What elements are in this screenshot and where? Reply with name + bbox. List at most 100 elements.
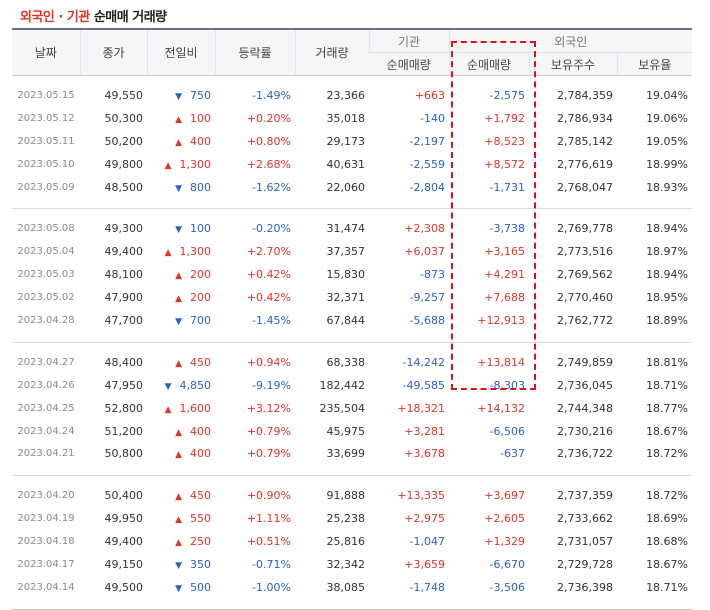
row-spacer [12,465,692,476]
change-cell: ▲ 450 [147,351,215,374]
foreign-net-cell: +12,913 [477,313,525,327]
rate-cell: -1.62% [252,180,291,194]
rate-cell: +0.42% [246,291,291,305]
change-cell: ▼ 750 [147,84,215,107]
date-cell: 2023.05.08 [17,223,75,235]
change-cell: ▼ 4,850 [147,374,215,397]
holdings-cell: 2,737,359 [557,489,613,503]
table-row: 2023.05.04 49,400 ▲ 1,300 +2.70% 37,357 +6,037… [12,240,692,263]
holding-ratio-cell: 18.77% [646,401,689,415]
change-cell: ▲ 400 [147,130,215,153]
close-cell: 49,500 [104,580,144,594]
holdings-cell: 2,731,057 [557,535,613,549]
change-cell: ▲ 1,300 [147,240,215,263]
holding-ratio-cell: 18.72% [646,447,689,461]
date-cell: 2023.05.11 [17,135,75,147]
date-cell: 2023.05.09 [17,181,75,193]
holdings-cell: 2,736,722 [557,447,613,461]
institution-net-cell: -1,047 [409,535,445,549]
change-cell: ▼ 100 [147,217,215,240]
table-row: 2023.05.09 48,500 ▼ 800 -1.62% 22,060 -2,804 -1… [12,176,692,199]
holding-ratio-cell: 18.89% [646,313,689,327]
rate-cell: -0.20% [252,222,291,236]
table-row: 2023.04.18 49,400 ▲ 250 +0.51% 25,816 -1,047 +1… [12,530,692,553]
change-value: 800 [190,180,211,194]
header-change: 전일비 [146,28,215,76]
change-value: 450 [190,489,211,503]
rate-cell: +1.11% [246,512,291,526]
date-cell: 2023.04.24 [17,425,75,437]
close-cell: 52,800 [104,401,144,415]
foreign-net-cell: -2,575 [489,88,525,102]
table-row: 2023.04.24 51,200 ▲ 400 +0.79% 45,975 +3,281 -6… [12,420,692,443]
rate-cell: +2.70% [246,245,291,259]
holding-ratio-cell: 18.68% [646,535,689,549]
foreign-net-cell: -8,303 [489,378,525,392]
holdings-cell: 2,730,216 [557,424,613,438]
change-value: 550 [190,512,211,526]
date-cell: 2023.04.14 [17,581,75,593]
table-row: 2023.05.11 50,200 ▲ 400 +0.80% 29,173 -2,197 +8… [12,130,692,153]
holdings-cell: 2,729,728 [557,557,613,571]
up-arrow-icon: ▲ [175,450,182,461]
volume-cell: 29,173 [326,134,366,148]
table-row: 2023.04.27 48,400 ▲ 450 +0.94% 68,338 -14,242 +… [12,351,692,374]
header-foreign-group: 외국인 [448,28,693,53]
rate-cell: +2.68% [246,157,291,171]
date-cell: 2023.04.27 [17,356,75,368]
change-cell: ▲ 400 [147,420,215,443]
volume-cell: 35,018 [326,111,366,125]
volume-cell: 38,085 [326,580,366,594]
foreign-net-cell: +1,792 [484,111,525,125]
header-rate: 등락률 [214,28,295,76]
table-row: 2023.04.14 49,500 ▼ 500 -1.00% 38,085 -1,748 -3… [12,576,692,599]
volume-cell: 31,474 [326,222,366,236]
foreign-net-cell: -6,506 [489,424,525,438]
change-value: 1,300 [179,245,212,259]
institution-net-cell: +663 [414,88,445,102]
institution-net-cell: -2,197 [409,134,445,148]
change-value: 700 [190,313,211,327]
header-institution-group: 기관 [368,28,449,53]
date-cell: 2023.04.28 [17,314,75,326]
volume-cell: 235,504 [319,401,366,415]
close-cell: 49,400 [104,245,144,259]
up-arrow-icon: ▲ [164,404,172,415]
holding-ratio-cell: 18.93% [646,180,689,194]
date-cell: 2023.05.04 [17,246,75,258]
header-institution-net: 순매매량 [369,52,449,76]
volume-cell: 22,060 [326,180,366,194]
close-cell: 48,100 [104,268,144,282]
holdings-cell: 2,768,047 [557,180,613,194]
institution-net-cell: +13,335 [397,489,445,503]
table-row: 2023.05.08 49,300 ▼ 100 -0.20% 31,474 +2,308 -3… [12,217,692,240]
institution-net-cell: +2,308 [404,222,445,236]
volume-cell: 23,366 [326,88,366,102]
institution-net-cell: +2,975 [404,512,445,526]
volume-cell: 32,342 [326,557,366,571]
down-arrow-icon: ▼ [175,316,182,327]
close-cell: 49,550 [104,88,144,102]
institution-net-cell: -5,688 [409,313,445,327]
close-cell: 49,300 [104,222,144,236]
foreign-net-cell: -3,506 [489,580,525,594]
header-holding-ratio: 보유율 [616,52,693,76]
up-arrow-icon: ▲ [175,515,182,526]
foreign-net-cell: -3,738 [489,222,525,236]
change-value: 250 [190,535,211,549]
institution-net-cell: -2,804 [409,180,445,194]
close-cell: 51,200 [104,424,144,438]
holdings-cell: 2,736,398 [557,580,613,594]
date-cell: 2023.05.12 [17,112,75,124]
institution-net-cell: -9,257 [409,291,445,305]
row-spacer [12,343,692,351]
holding-ratio-cell: 19.04% [646,88,689,102]
holding-ratio-cell: 18.94% [646,222,689,236]
table-row: 2023.04.19 49,950 ▲ 550 +1.11% 25,238 +2,975 +2… [12,507,692,530]
rate-cell: +0.90% [246,489,291,503]
volume-cell: 45,975 [326,424,366,438]
institution-net-cell: +6,037 [404,245,445,259]
holding-ratio-cell: 18.97% [646,245,689,259]
rate-cell: +0.79% [246,447,291,461]
table-body: 2023.05.15 49,550 ▼ 750 -1.49% 23,366 +663 -2,5… [12,76,693,610]
